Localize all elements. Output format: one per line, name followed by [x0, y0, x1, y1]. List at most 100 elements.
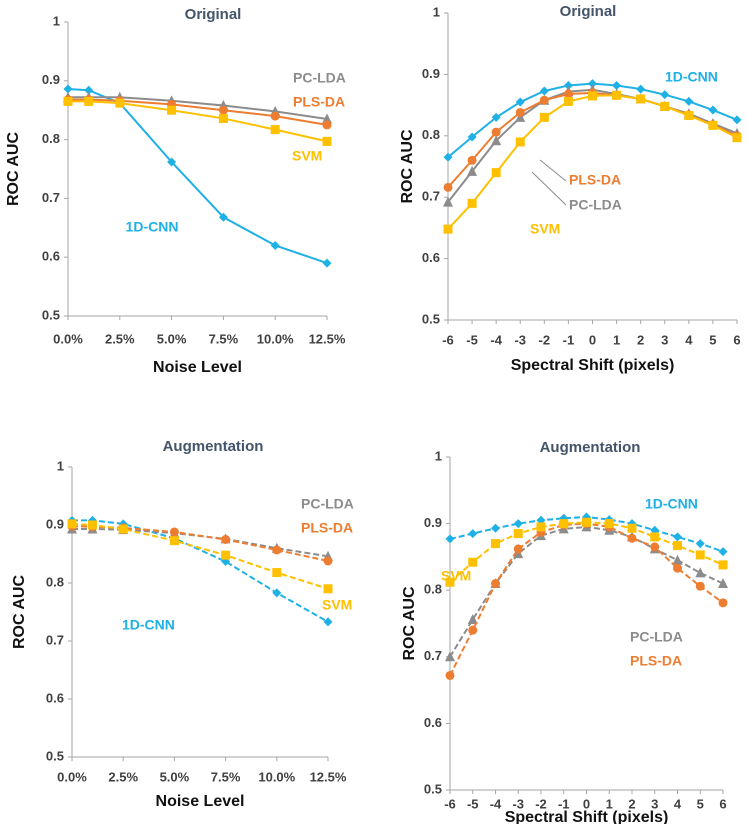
point [636, 94, 646, 104]
point [539, 112, 549, 122]
y-tick-label: 0.7 [42, 190, 60, 205]
x-tick-label: 4 [685, 332, 693, 347]
point [539, 95, 549, 105]
point [718, 578, 728, 589]
y-tick-label: 0.8 [422, 127, 440, 142]
x-tick-label: 7.5% [211, 769, 241, 784]
point [650, 542, 660, 552]
x-tick-label: 10.0% [257, 331, 294, 346]
point [167, 157, 177, 167]
y-tick-label: 0.7 [424, 648, 442, 663]
x-tick-label: 2 [637, 332, 644, 347]
point [636, 84, 646, 94]
point [673, 563, 682, 573]
series-label: PC-LDA [293, 70, 346, 86]
point [84, 96, 94, 106]
y-tick-label: 0.7 [46, 632, 64, 647]
point [443, 182, 453, 192]
point [515, 97, 525, 107]
point [322, 136, 332, 146]
x-tick-label: 2.5% [108, 769, 138, 784]
point [513, 529, 523, 539]
y-tick-label: 0.9 [46, 516, 64, 531]
point [563, 96, 573, 106]
point [732, 133, 742, 143]
panel: Original Noise Level ROC AUC 0.5 0.6 0.7 0.8 0.… [5, 6, 346, 376]
y-tick-label: 0.6 [422, 250, 440, 265]
x-tick-label: -6 [444, 796, 456, 811]
point [612, 90, 622, 100]
y-axis-title: ROC AUC [11, 575, 28, 650]
series-label: PLS-DA [301, 520, 353, 536]
x-tick-label: 6 [719, 796, 726, 811]
y-tick-label: 1 [435, 448, 442, 463]
series-label: PC-LDA [301, 496, 354, 512]
x-tick-label: 5.0% [160, 769, 190, 784]
leader-line [539, 159, 567, 182]
x-tick-label: 12.5% [309, 331, 346, 346]
y-tick-label: 0.8 [42, 131, 60, 146]
series-label: SVM [322, 597, 352, 613]
point [660, 90, 670, 100]
point [322, 258, 332, 268]
point [604, 519, 614, 529]
y-tick-label: 0.7 [422, 189, 440, 204]
x-tick-label: 1 [613, 332, 620, 347]
x-tick-label: 0.0% [57, 769, 87, 784]
point [627, 523, 637, 533]
series-label: SVM [441, 568, 471, 584]
point [673, 532, 682, 542]
x-tick-label: 5 [709, 332, 716, 347]
panel: Original Spectral Shift (pixels) ROC AUC 0.… [399, 3, 742, 374]
point [272, 568, 282, 578]
point [322, 120, 332, 130]
x-tick-label: 4 [674, 796, 682, 811]
point [270, 125, 280, 135]
x-tick-label: -2 [535, 796, 547, 811]
point [169, 536, 179, 546]
y-tick-label: 0.5 [46, 748, 64, 763]
point [272, 588, 282, 598]
point [169, 527, 179, 537]
point [467, 198, 477, 208]
point [491, 523, 500, 533]
x-tick-label: -3 [514, 332, 526, 347]
point [660, 101, 670, 111]
y-tick-label: 0.8 [424, 582, 442, 597]
x-tick-label: 2.5% [105, 331, 135, 346]
series-label: SVM [530, 221, 560, 237]
point [468, 625, 478, 635]
series-label: SVM [292, 148, 322, 164]
point [695, 567, 706, 578]
point [221, 535, 231, 544]
point [467, 614, 478, 625]
point [491, 579, 500, 589]
point [708, 120, 718, 130]
point [272, 545, 282, 555]
point [627, 533, 637, 543]
point [515, 137, 525, 147]
point [559, 519, 569, 529]
y-tick-label: 0.9 [424, 515, 442, 530]
x-tick-label: 0.0% [53, 331, 83, 346]
x-tick-label: 0 [589, 332, 596, 347]
point [673, 541, 682, 551]
series-label: PLS-DA [630, 653, 682, 669]
chart-title: Augmentation [540, 439, 641, 456]
point [84, 85, 94, 95]
y-tick-label: 0.9 [422, 66, 440, 81]
x-tick-label: 2 [628, 796, 635, 811]
leader-line [531, 171, 567, 206]
point [718, 560, 728, 570]
point [443, 152, 453, 162]
point [323, 556, 333, 566]
point [467, 132, 477, 142]
series-label: PLS-DA [293, 94, 345, 110]
point [323, 584, 333, 594]
x-tick-label: 7.5% [209, 331, 239, 346]
x-tick-label: -6 [442, 332, 454, 347]
point [467, 165, 478, 176]
y-tick-label: 1 [57, 458, 64, 473]
point [684, 96, 694, 106]
point [323, 617, 333, 627]
